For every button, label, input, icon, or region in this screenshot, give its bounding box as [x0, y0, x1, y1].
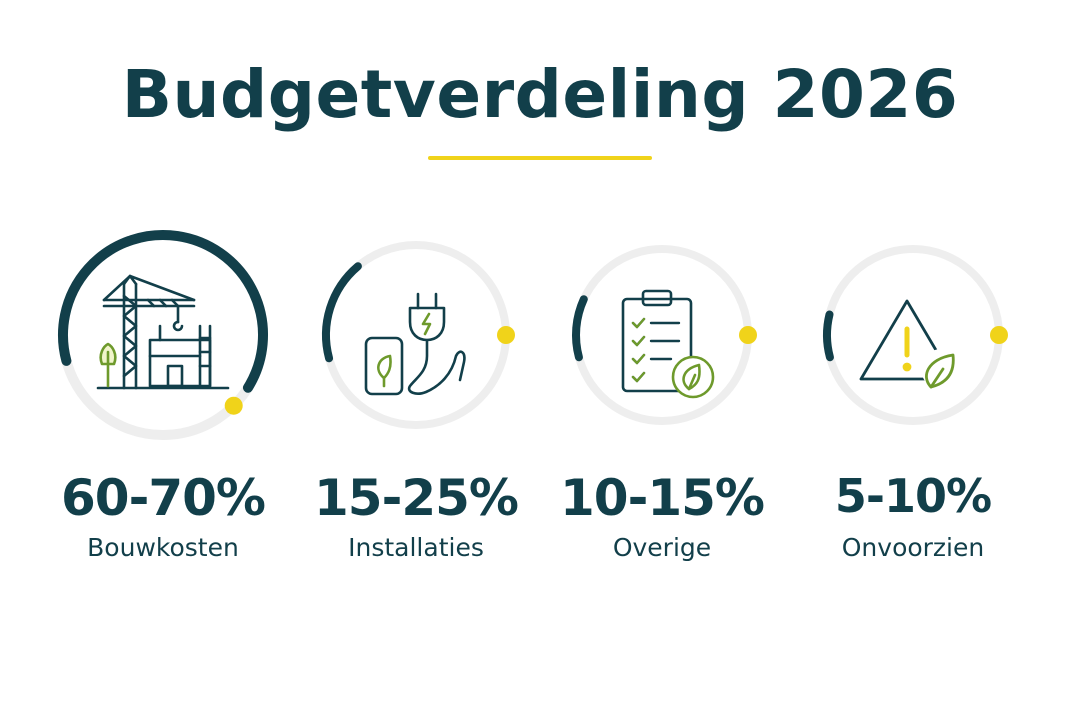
clipboard-checklist-leaf-icon [621, 289, 715, 399]
ring-progress-arc [823, 310, 834, 362]
title-underline [428, 156, 652, 160]
budget-items: 60-70% Bouwkosten 15-25% Installaties [0, 215, 1080, 575]
category-label: Onvoorzien [841, 533, 985, 562]
ring-progress-arc [322, 262, 362, 363]
percentage-range: 10-15% [559, 469, 765, 527]
budget-item-installaties: 15-25% Installaties [296, 215, 536, 575]
progress-ring [823, 245, 1008, 425]
ring-marker-dot [224, 396, 243, 415]
percentage-range: 15-25% [313, 469, 519, 527]
ring-marker-dot [990, 326, 1008, 344]
ring-marker-dot [739, 326, 757, 344]
ring-marker-dot [497, 326, 515, 344]
percentage-range: 5-10% [834, 469, 992, 523]
ring-progress-arc [572, 295, 588, 362]
percentage-range: 60-70% [60, 469, 266, 527]
category-label: Installaties [348, 533, 484, 562]
budget-item-onvoorzien: 5-10% Onvoorzien [793, 215, 1033, 575]
construction-crane-icon [96, 274, 230, 390]
progress-ring [572, 245, 757, 425]
plug-battery-leaf-icon [364, 292, 466, 396]
ring-progress-arc [58, 230, 268, 393]
page-title: Budgetverdeling 2026 [121, 56, 959, 133]
budget-item-overige: 10-15% Overige [542, 215, 782, 575]
progress-ring [322, 241, 515, 429]
progress-ring [58, 230, 268, 440]
category-label: Bouwkosten [87, 533, 239, 562]
budget-item-bouwkosten: 60-70% Bouwkosten [43, 215, 283, 575]
category-label: Overige [612, 533, 712, 562]
warning-triangle-leaf-icon [859, 299, 961, 389]
